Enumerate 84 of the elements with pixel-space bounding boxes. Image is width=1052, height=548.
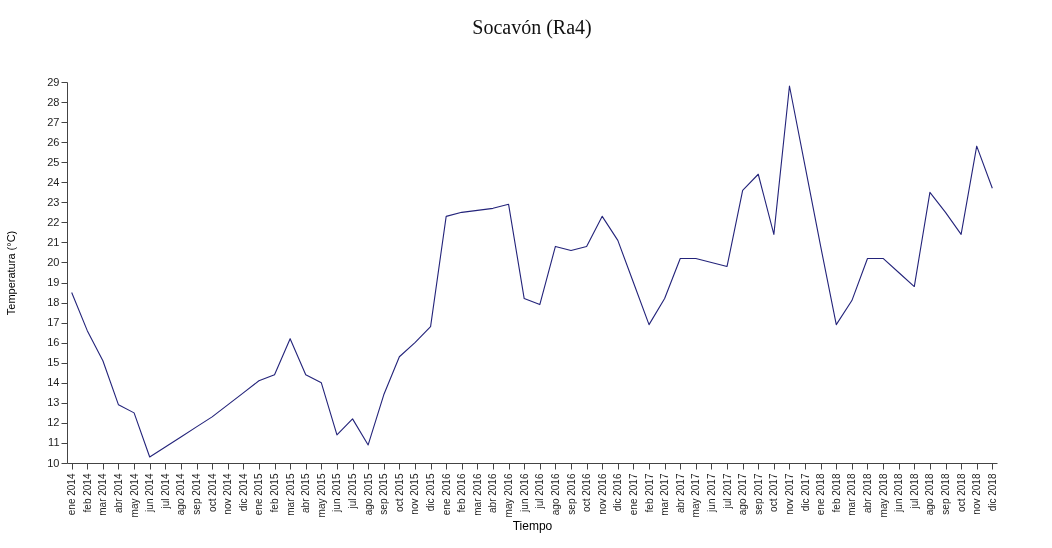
x-tick-label: jul 2017	[721, 473, 733, 510]
x-tick-label: abr 2015	[300, 473, 312, 513]
x-tick-label: ene 2017	[627, 473, 639, 516]
x-tick-label: may 2015	[315, 473, 327, 518]
x-tick-label: mar 2017	[659, 473, 671, 516]
x-tick-label: sep 2015	[378, 473, 390, 515]
y-tick-label: 22	[47, 215, 60, 228]
x-tick-label: ene 2016	[440, 473, 452, 516]
x-tick-label: oct 2014	[206, 473, 218, 512]
line-series	[71, 85, 993, 458]
y-tick-label: 29	[47, 75, 60, 88]
y-tick-label: 26	[47, 135, 60, 148]
x-tick-label: abr 2017	[674, 473, 686, 513]
y-tick-label: 16	[47, 336, 60, 349]
x-tick-label: jun 2014	[144, 473, 156, 513]
x-tick-label: jul 2014	[159, 473, 171, 510]
x-tick-label: abr 2018	[861, 473, 873, 513]
x-tick-label: may 2018	[877, 473, 889, 518]
x-tick-label: oct 2015	[393, 473, 405, 512]
y-tick-label: 24	[47, 175, 60, 188]
x-tick-label: sep 2014	[191, 473, 203, 515]
x-tick-label: jul 2018	[908, 473, 920, 510]
x-tick-label: ene 2018	[815, 473, 827, 516]
x-tick-label: feb 2015	[269, 473, 281, 513]
y-tick-label: 21	[47, 235, 60, 248]
x-tick-label: dic 2018	[986, 473, 998, 512]
x-tick-label: mar 2016	[471, 473, 483, 516]
x-tick-label: feb 2014	[81, 473, 93, 513]
y-tick-label: 15	[47, 356, 60, 369]
x-tick-label: jun 2018	[893, 473, 905, 513]
x-tick-label: may 2017	[690, 473, 702, 518]
y-tick-label: 11	[48, 436, 60, 449]
x-tick-label: nov 2018	[971, 473, 983, 515]
x-tick-label: dic 2014	[237, 473, 249, 512]
x-tick-label: dic 2016	[612, 473, 624, 512]
x-tick-label: sep 2017	[752, 473, 764, 515]
x-tick-label: ene 2015	[253, 473, 265, 516]
y-tick-label: 14	[47, 376, 60, 389]
x-tick-label: may 2016	[503, 473, 515, 518]
y-tick-label: 10	[47, 456, 60, 469]
x-tick-label: jul 2015	[347, 473, 359, 510]
x-tick-label: feb 2018	[830, 473, 842, 513]
y-tick-label: 27	[47, 115, 60, 128]
x-tick-label: may 2014	[128, 473, 140, 518]
x-tick-label: nov 2017	[783, 473, 795, 515]
x-tick-label: dic 2015	[425, 473, 437, 512]
x-tick-label: jun 2017	[705, 473, 717, 513]
x-tick-label: nov 2014	[222, 473, 234, 515]
x-tick-label: mar 2018	[846, 473, 858, 516]
x-tick-label: oct 2017	[768, 473, 780, 512]
x-tick-label: oct 2016	[581, 473, 593, 512]
y-tick-label: 13	[47, 396, 60, 409]
x-tick-label: jul 2016	[534, 473, 546, 510]
y-tick-label: 17	[47, 316, 60, 329]
x-tick-label: nov 2016	[596, 473, 608, 515]
x-tick-label: abr 2016	[487, 473, 499, 513]
x-tick-label: abr 2014	[112, 473, 124, 513]
x-axis-title: Tiempo	[512, 519, 553, 534]
x-tick-label: sep 2016	[565, 473, 577, 515]
x-tick-label: mar 2015	[284, 473, 296, 516]
x-tick-label: ago 2018	[924, 473, 936, 516]
y-tick-label: 28	[47, 95, 60, 108]
chart-title: Socavón (Ra4)	[472, 16, 592, 39]
x-tick-label: ago 2015	[362, 473, 374, 516]
x-tick-label: sep 2018	[940, 473, 952, 515]
x-tick-label: mar 2014	[97, 473, 109, 516]
x-tick-label: nov 2015	[409, 473, 421, 515]
y-tick-label: 18	[47, 296, 60, 309]
y-tick-label: 23	[47, 195, 60, 208]
y-axis-title: Temperatura (°C)	[5, 230, 18, 316]
x-tick-label: feb 2017	[643, 473, 655, 513]
x-tick-label: ago 2017	[737, 473, 749, 516]
x-tick-label: ene 2014	[66, 473, 78, 516]
y-tick-label: 19	[47, 276, 60, 289]
x-tick-label: feb 2016	[456, 473, 468, 513]
y-tick-label: 12	[47, 416, 60, 429]
x-tick-label: ago 2014	[175, 473, 187, 516]
x-tick-label: jun 2015	[331, 473, 343, 513]
x-tick-label: oct 2018	[955, 473, 967, 512]
x-tick-label: jun 2016	[518, 473, 530, 513]
y-tick-label: 20	[47, 255, 60, 268]
y-tick-label: 25	[47, 155, 60, 168]
x-tick-label: dic 2017	[799, 473, 811, 512]
x-tick-label: ago 2016	[549, 473, 561, 516]
